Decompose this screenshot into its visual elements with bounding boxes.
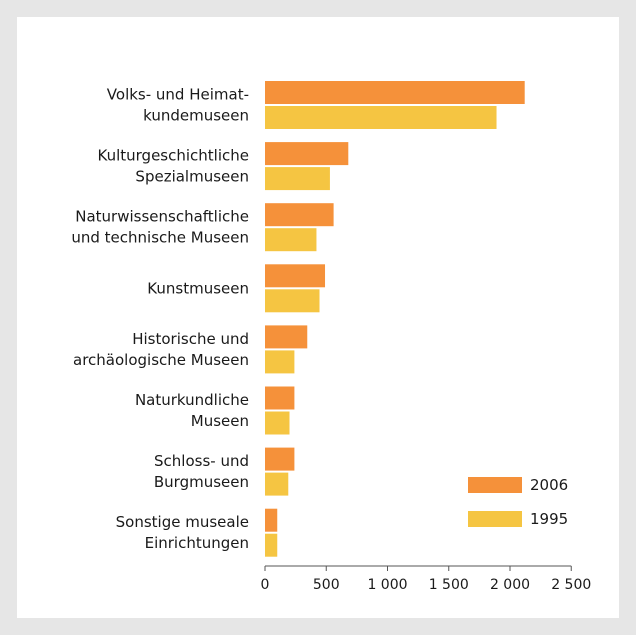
x-tick-label: 500 [313,577,340,593]
bar-2006-0 [265,81,525,104]
x-tick-label: 1 500 [429,577,469,593]
x-tick-label: 0 [261,577,270,593]
bar-1995-1 [265,167,330,191]
category-label: Schloss- und [154,452,249,470]
category-label: Museen [191,412,249,430]
category-label: und technische Museen [71,229,249,247]
category-label: Kunstmuseen [147,279,249,297]
category-label: archäologische Museen [73,351,249,369]
bar-2006-1 [265,142,349,166]
chart-panel: Volks- und Heimat-kundemuseen Kulturgesch… [17,17,619,618]
bar-2006-3 [265,264,326,288]
category-label: Naturkundliche [135,391,249,409]
category-label: Sonstige museale [116,513,249,531]
category-label: Volks- und Heimat- [107,86,249,104]
legend-label-2006: 2006 [530,476,568,494]
bar-1995-0 [265,106,497,129]
bar-1995-6 [265,472,289,496]
category-label: Einrichtungen [145,534,249,552]
bar-2006-7 [265,508,278,532]
bar-1995-3 [265,289,320,313]
category-label: Burgmuseen [154,473,249,491]
x-tick-label: 2 000 [490,577,530,593]
bar-2006-5 [265,386,295,410]
category-label: Spezialmuseen [135,168,249,186]
category-label: Historische und [132,330,249,348]
bar-1995-7 [265,533,278,557]
legend-swatch-2006 [468,477,522,493]
legend-swatch-1995 [468,511,522,527]
bar-1995-2 [265,228,317,252]
bar-1995-5 [265,411,290,435]
x-tick-label: 2 500 [551,577,591,593]
x-tick-label: 1 000 [367,577,407,593]
category-label: Naturwissenschaftliche [75,208,249,226]
bar-2006-4 [265,325,308,349]
category-label: kundemuseen [143,107,249,125]
bar-2006-2 [265,203,334,227]
bar-2006-6 [265,447,295,471]
legend-label-1995: 1995 [530,510,568,528]
category-label: Kulturgeschichtliche [98,147,250,165]
bar-1995-4 [265,350,295,374]
